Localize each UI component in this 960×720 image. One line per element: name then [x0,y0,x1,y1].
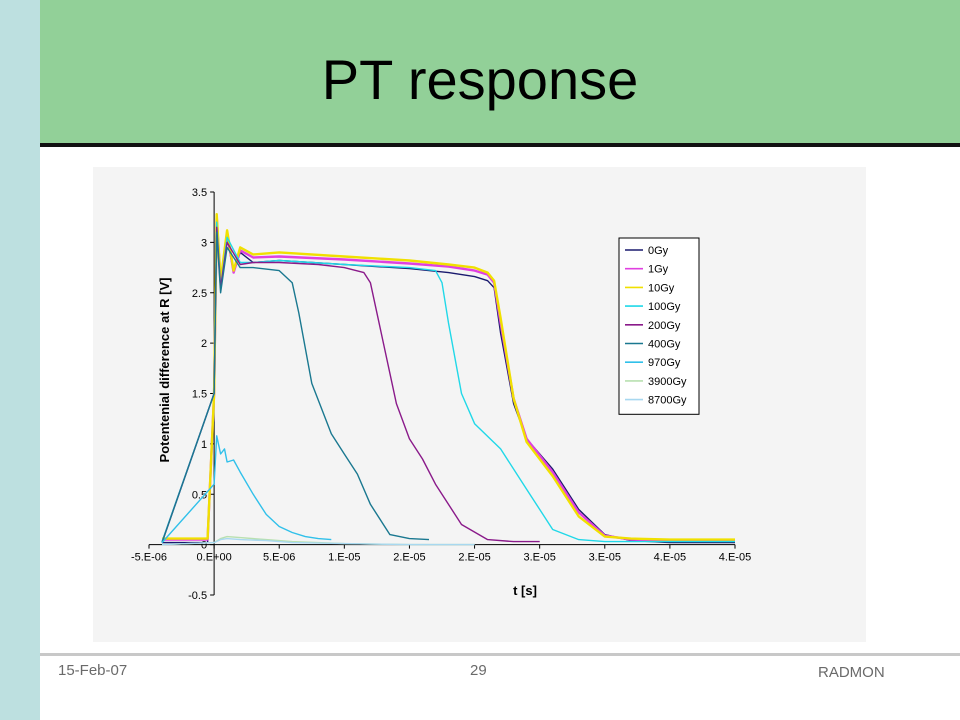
legend-label: 10Gy [648,282,675,294]
series-line-8700Gy [161,537,475,546]
x-tick-label: 4.E-05 [719,552,751,564]
x-tick-label: 4.E-05 [654,552,686,564]
x-axis-title: t [s] [513,583,537,598]
y-tick-label: 1.5 [192,389,207,401]
series-line-200Gy [161,226,540,543]
x-tick-label: -5.E-06 [131,552,167,564]
legend-label: 1Gy [648,264,669,276]
legend-label: 970Gy [648,357,681,369]
y-tick-label: 3.5 [192,187,207,199]
x-tick-label: 0.E+00 [197,552,232,564]
slide-title: PT response [321,48,639,111]
title-band [40,0,960,143]
title-divider [40,143,960,147]
legend-label: 200Gy [648,320,681,332]
line-chart: -0.5 0 0.5 1 1.5 2 2.5 3 3.5 -5.E-06 0.E+00 5.E-06 1… [131,187,751,602]
y-tick-label: 3 [201,237,207,249]
legend-label: 0Gy [648,245,669,257]
y-tick-label: -0.5 [188,590,207,602]
y-tick-label: 0.5 [192,489,207,501]
legend-label: 100Gy [648,301,681,313]
y-tick-label: 2.5 [192,288,207,300]
x-tick-label: 2.E-05 [458,552,490,564]
x-tick-label: 1.E-05 [328,552,360,564]
footer-divider [40,653,960,656]
legend-label: 3900Gy [648,376,687,388]
x-tick-label: 2.E-05 [393,552,425,564]
y-tick-label: 2 [201,338,207,350]
legend-box [618,237,700,415]
y-axis-title: Potentenial difference at R [V] [157,278,172,463]
chart-panel: -0.5 0 0.5 1 1.5 2 2.5 3 3.5 -5.E-06 0.E+00 5.E-06 1… [93,167,866,642]
legend-label: 8700Gy [648,395,687,407]
y-tick-label: 1 [201,439,207,451]
series-line-970Gy [161,435,332,544]
x-tick-label: 3.E-05 [589,552,621,564]
footer-organization: RADMON [818,664,885,681]
series-line-400Gy [161,231,430,543]
legend-label: 400Gy [648,339,681,351]
y-tick-label: 0 [201,540,207,552]
footer-page-number: 29 [470,662,487,679]
x-tick-label: 3.E-05 [523,552,555,564]
footer-date: 15-Feb-07 [58,662,128,679]
left-accent-bar [0,0,40,720]
x-tick-label: 5.E-06 [263,552,295,564]
